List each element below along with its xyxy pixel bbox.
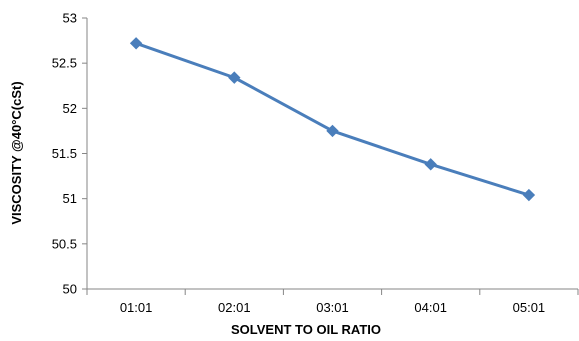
y-tick-label: 50.5 (52, 236, 77, 251)
x-tick-label: 03:01 (316, 300, 349, 315)
y-tick-label: 51 (63, 191, 77, 206)
y-tick-label: 53 (63, 11, 77, 26)
x-tick-label: 02:01 (218, 300, 251, 315)
y-axis-title: VISCOSITY @40°C(cSt) (9, 81, 24, 224)
y-tick-labels: 50 50.5 51 51.5 52 52.5 53 (52, 11, 77, 297)
y-tick-label: 52.5 (52, 56, 77, 71)
y-tick-label: 52 (63, 101, 77, 116)
x-tick-label: 01:01 (120, 300, 153, 315)
x-tick-label: 04:01 (414, 300, 447, 315)
series (129, 37, 536, 202)
data-point-marker (129, 37, 143, 50)
data-point-marker (326, 124, 339, 138)
axes (82, 17, 579, 295)
data-point-marker (228, 71, 241, 84)
x-tick-label: 05:01 (513, 300, 546, 315)
y-tick-label: 50 (63, 282, 77, 297)
data-point-marker (424, 158, 437, 171)
data-point-marker (522, 188, 536, 202)
y-tick-label: 51.5 (52, 146, 77, 161)
series-line (134, 41, 531, 197)
x-axis-title: SOLVENT TO OIL RATIO (231, 322, 381, 337)
x-tick-labels: 01:01 02:01 03:01 04:01 05:01 (120, 300, 545, 315)
